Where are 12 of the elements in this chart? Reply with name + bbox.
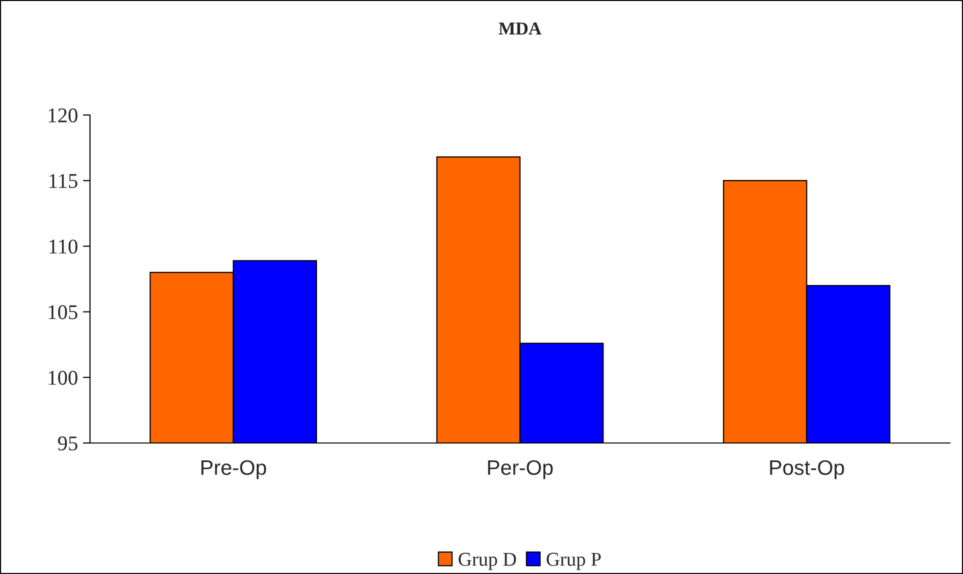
y-tick-label: 120 (48, 108, 78, 122)
x-tick-label: Post-Op (770, 460, 844, 480)
legend-label: Grup D (458, 552, 516, 570)
chart-title: MDA (498, 22, 542, 34)
y-tick-label: 110 (50, 240, 78, 254)
y-tick-label: 100 (48, 370, 78, 385)
y-tick-label: 105 (48, 305, 78, 320)
x-tick-label: Per-Op (488, 460, 553, 480)
x-tick-label: Pre-Op (201, 460, 266, 480)
y-tick-label: 115 (50, 174, 78, 188)
legend-label: Grup P (546, 552, 601, 570)
y-tick-label: 95 (58, 436, 78, 450)
